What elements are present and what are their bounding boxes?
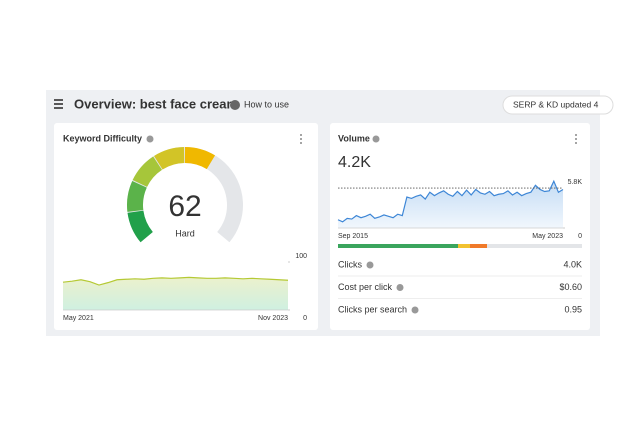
badge-text: SERP & KD updated 4 [513, 99, 599, 109]
info-icon[interactable] [396, 284, 404, 291]
page-title: Overview: best face cream [74, 96, 238, 111]
volume-value: 4.2K [338, 154, 371, 171]
line [337, 179, 564, 223]
x-label: May 2023 [532, 233, 563, 240]
intent-bar [338, 244, 582, 248]
y-tick-label: 100 [295, 253, 307, 260]
kd-score: 62 [168, 190, 201, 223]
metric-value: $0.60 [559, 282, 582, 292]
metric-label: Clicks [338, 259, 362, 269]
y-tick-label: 5.8K [568, 179, 583, 186]
area-fill [63, 277, 288, 310]
metric-label: Clicks per search [338, 304, 407, 314]
info-icon[interactable] [146, 135, 154, 143]
metric-label: Cost per click [338, 282, 393, 292]
gauge-segment [184, 146, 216, 170]
metric-value: 0.95 [564, 304, 582, 314]
kd-label: Hard [175, 228, 195, 238]
gauge-segment [154, 147, 185, 170]
kebab[interactable] [575, 134, 577, 144]
volume-title: Volume [338, 133, 370, 143]
badge[interactable] [502, 95, 614, 115]
help-icon[interactable] [230, 100, 240, 110]
help-link[interactable]: How to use [244, 99, 289, 109]
kd-title: Keyword Difficulty [63, 133, 142, 143]
gauge-segment [132, 156, 163, 188]
y-tick-label: 0 [578, 233, 582, 240]
x-label: May 2021 [63, 315, 94, 322]
gauge-segment [127, 180, 147, 212]
area-fill [338, 181, 563, 228]
gauge-segment [127, 210, 154, 243]
info-icon[interactable] [411, 306, 419, 314]
y-tick-label: 0 [303, 315, 307, 322]
x-label: Nov 2023 [258, 315, 288, 322]
kebab[interactable] [300, 134, 302, 144]
line [62, 276, 289, 286]
x-label: Sep 2015 [338, 233, 368, 240]
metric-value: 4.0K [563, 259, 582, 269]
info-icon[interactable] [366, 261, 374, 269]
menu-icon[interactable] [54, 99, 63, 109]
info-icon[interactable] [372, 135, 380, 143]
